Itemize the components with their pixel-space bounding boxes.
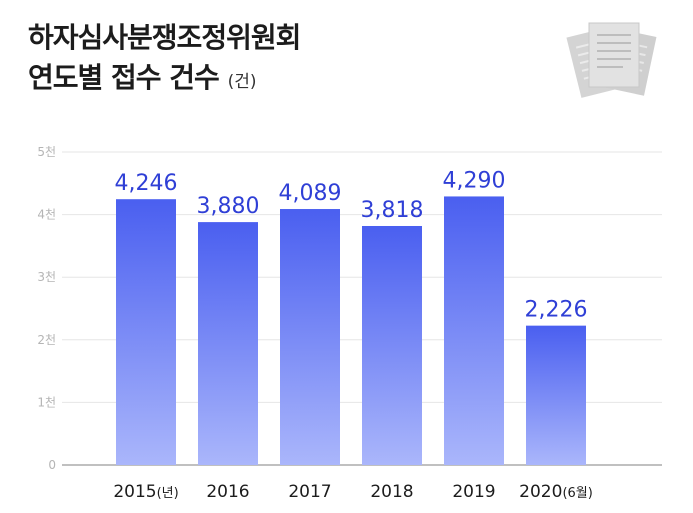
x-tick-label-2018: 2018: [370, 482, 413, 502]
bar-2017: [280, 209, 340, 465]
documents-icon: [566, 22, 657, 98]
bar-2018: [362, 225, 422, 465]
value-label-2015: 4,246: [115, 171, 178, 196]
x-tick-label-2020: 2020(6월): [519, 482, 593, 502]
title-line-2: 연도별 접수 건수 (건): [28, 60, 300, 100]
chart-title: 하자심사분쟁조정위원회 연도별 접수 건수 (건): [28, 20, 301, 100]
bar-2020: [526, 325, 586, 465]
value-label-2016: 3,880: [197, 194, 260, 219]
bar-2016: [198, 222, 258, 465]
x-tick-label-2019: 2019: [452, 482, 495, 502]
value-label-2017: 4,089: [279, 181, 342, 206]
x-tick-label-2017: 2017: [288, 482, 331, 502]
y-tick-label: 1천: [37, 394, 56, 409]
value-label-2019: 4,290: [443, 168, 506, 193]
y-tick-label: 4천: [37, 207, 56, 222]
value-label-2018: 3,818: [361, 198, 424, 223]
bar-2015: [116, 199, 176, 466]
title-line-1: 하자심사분쟁조정위원회: [28, 21, 301, 54]
y-tick-label: 5천: [37, 144, 56, 159]
bar-2019: [444, 196, 504, 466]
x-tick-label-2015: 2015(년): [113, 482, 178, 502]
value-label-2020: 2,226: [525, 298, 588, 323]
title-unit: (건): [227, 72, 257, 92]
y-tick-label: 0: [48, 458, 56, 472]
y-tick-label: 2천: [37, 332, 56, 347]
y-tick-label: 3천: [37, 269, 56, 284]
title-line-2-text: 연도별 접수 건수: [28, 61, 220, 94]
x-tick-label-2016: 2016: [206, 482, 249, 502]
